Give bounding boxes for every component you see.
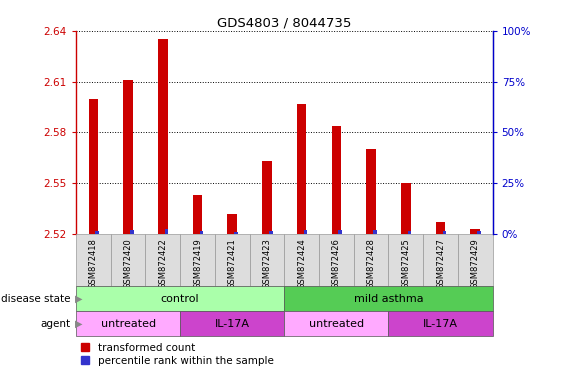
- Text: ▶: ▶: [75, 318, 82, 329]
- Text: GSM872429: GSM872429: [471, 238, 480, 289]
- Bar: [458, 234, 493, 286]
- Bar: [443, 231, 446, 234]
- Text: GSM872425: GSM872425: [401, 238, 410, 289]
- Bar: [284, 311, 388, 336]
- Text: GSM872426: GSM872426: [332, 238, 341, 289]
- Text: GSM872421: GSM872421: [228, 238, 236, 289]
- Bar: [200, 231, 203, 234]
- Bar: [180, 311, 284, 336]
- Text: untreated: untreated: [101, 318, 155, 329]
- Bar: [111, 234, 145, 286]
- Text: GSM872420: GSM872420: [124, 238, 132, 289]
- Bar: [297, 104, 306, 234]
- Bar: [332, 126, 341, 234]
- Bar: [249, 234, 284, 286]
- Text: GSM872419: GSM872419: [193, 238, 202, 289]
- Text: GSM872423: GSM872423: [262, 238, 271, 289]
- Text: control: control: [161, 293, 199, 304]
- Bar: [284, 286, 493, 311]
- Bar: [367, 149, 376, 234]
- Bar: [284, 234, 319, 286]
- Bar: [165, 229, 168, 234]
- Bar: [123, 80, 133, 234]
- Bar: [269, 231, 272, 234]
- Bar: [76, 234, 111, 286]
- Text: disease state: disease state: [1, 293, 70, 304]
- Bar: [262, 161, 272, 234]
- Bar: [436, 222, 445, 234]
- Bar: [130, 230, 133, 234]
- Bar: [401, 184, 410, 234]
- Bar: [76, 311, 180, 336]
- Bar: [373, 230, 377, 234]
- Bar: [388, 234, 423, 286]
- Text: untreated: untreated: [309, 318, 364, 329]
- Bar: [158, 39, 168, 234]
- Bar: [96, 231, 99, 234]
- Bar: [388, 311, 493, 336]
- Bar: [76, 286, 284, 311]
- Text: GSM872422: GSM872422: [158, 238, 167, 289]
- Bar: [408, 231, 412, 234]
- Bar: [234, 232, 238, 234]
- Bar: [354, 234, 388, 286]
- Bar: [304, 230, 307, 234]
- Text: IL-17A: IL-17A: [215, 318, 250, 329]
- Text: agent: agent: [40, 318, 70, 329]
- Bar: [471, 229, 480, 234]
- Bar: [145, 234, 180, 286]
- Text: GSM872427: GSM872427: [436, 238, 445, 289]
- Bar: [338, 230, 342, 234]
- Bar: [215, 234, 249, 286]
- Text: mild asthma: mild asthma: [354, 293, 423, 304]
- Bar: [193, 195, 202, 234]
- Legend: transformed count, percentile rank within the sample: transformed count, percentile rank withi…: [81, 343, 274, 366]
- Title: GDS4803 / 8044735: GDS4803 / 8044735: [217, 17, 351, 30]
- Text: GSM872418: GSM872418: [89, 238, 98, 289]
- Bar: [319, 234, 354, 286]
- Text: GSM872428: GSM872428: [367, 238, 376, 289]
- Text: GSM872424: GSM872424: [297, 238, 306, 289]
- Bar: [180, 234, 215, 286]
- Text: IL-17A: IL-17A: [423, 318, 458, 329]
- Bar: [423, 234, 458, 286]
- Bar: [227, 214, 237, 234]
- Text: ▶: ▶: [75, 293, 82, 304]
- Bar: [477, 231, 481, 234]
- Bar: [88, 99, 98, 234]
